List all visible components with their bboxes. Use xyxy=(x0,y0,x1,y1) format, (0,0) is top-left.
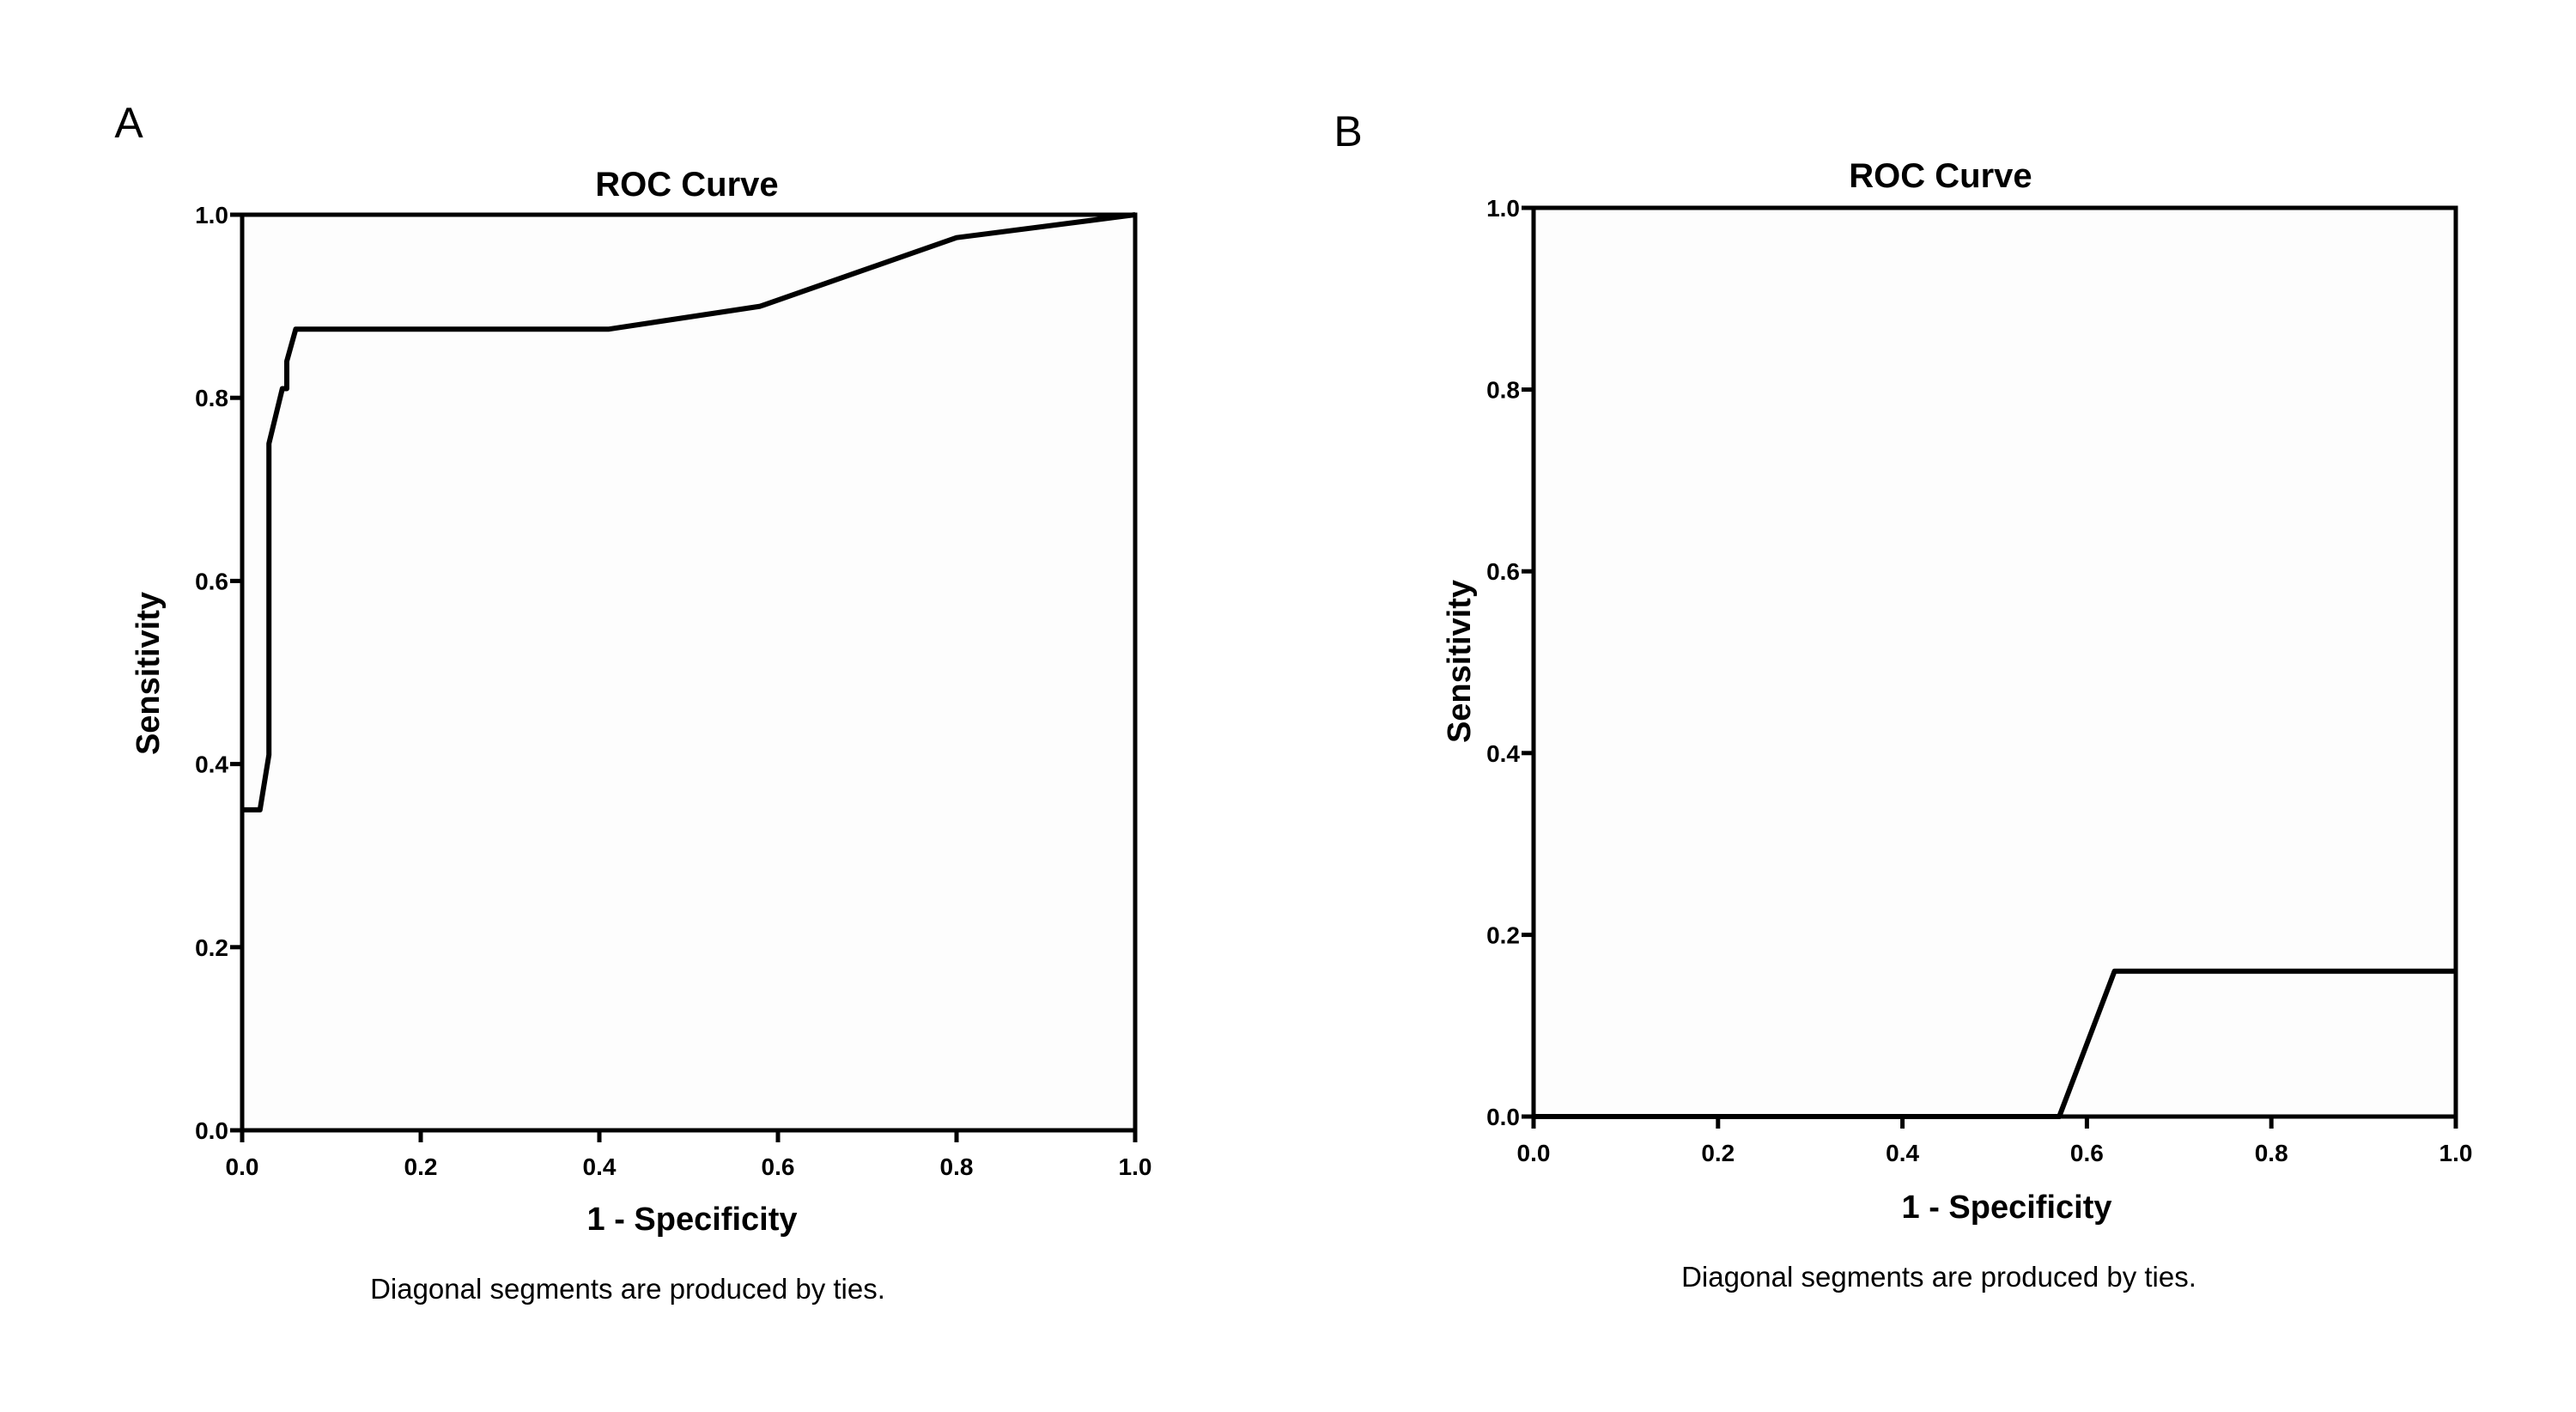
chart-panel-a: A ROC Curve 0.0 0.2 0.4 0.6 0.8 1.0 0.0 0.2 0.4 0.6… xyxy=(114,99,1151,1305)
y-tick-label: 0.2 xyxy=(1486,922,1520,948)
roc-point xyxy=(286,388,288,390)
roc-point xyxy=(1134,214,1136,216)
x-tick-label: 0.8 xyxy=(940,1153,974,1180)
x-tick-label: 0.2 xyxy=(1701,1140,1735,1166)
roc-point xyxy=(295,328,296,330)
x-tick-label: 1.0 xyxy=(2439,1140,2473,1166)
footnote: Diagonal segments are produced by ties. xyxy=(370,1273,885,1305)
plot-frame xyxy=(1531,205,2458,1119)
chart-title: ROC Curve xyxy=(1849,157,2032,195)
roc-point xyxy=(759,306,761,307)
roc-point xyxy=(259,809,261,811)
x-axis-label: 1 - Specificity xyxy=(587,1202,798,1238)
x-tick-label: 0.4 xyxy=(1886,1140,1919,1166)
y-tick-label: 0.4 xyxy=(1486,740,1520,767)
y-tick-label: 0.6 xyxy=(195,568,228,594)
y-tick-label: 0.2 xyxy=(195,934,228,961)
x-tick-label: 0.0 xyxy=(1517,1140,1551,1166)
y-tick-label: 0.8 xyxy=(1486,377,1520,404)
y-tick-label: 0.0 xyxy=(1486,1104,1520,1130)
roc-curve-line xyxy=(1534,968,2456,1119)
y-tick-label: 0.0 xyxy=(195,1117,228,1144)
roc-point xyxy=(282,388,283,390)
chart-title: ROC Curve xyxy=(595,166,778,204)
chart-panel-b: B ROC Curve 0.0 0.2 0.4 0.6 0.8 1.0 0.0 0.2 0.4 0.6… xyxy=(1334,107,2472,1293)
roc-curve-line xyxy=(242,212,1136,813)
x-tick-label: 0.0 xyxy=(226,1153,259,1180)
footnote: Diagonal segments are produced by ties. xyxy=(1681,1261,2196,1293)
roc-point xyxy=(241,809,243,811)
y-tick-label: 0.4 xyxy=(195,752,228,778)
y-axis-label: Sensitivity xyxy=(1442,580,1478,743)
roc-point xyxy=(286,361,288,362)
y-tick-label: 0.6 xyxy=(1486,558,1520,585)
y-tick-label: 1.0 xyxy=(1486,195,1520,222)
panel-label: B xyxy=(1334,107,1362,155)
x-axis-label: 1 - Specificity xyxy=(1902,1190,2112,1226)
x-tick-label: 0.8 xyxy=(2255,1140,2288,1166)
panel-label: A xyxy=(114,99,143,147)
x-tick-label: 0.6 xyxy=(2070,1140,2104,1166)
roc-point xyxy=(607,328,609,330)
x-tick-label: 0.6 xyxy=(762,1153,795,1180)
y-axis-label: Sensitivity xyxy=(131,592,167,755)
x-tick-label: 0.4 xyxy=(583,1153,617,1180)
plot-frame xyxy=(240,212,1138,1133)
roc-point xyxy=(268,443,270,444)
x-tick-label: 1.0 xyxy=(1119,1153,1152,1180)
x-tick-label: 0.2 xyxy=(404,1153,438,1180)
y-tick-label: 0.8 xyxy=(195,385,228,411)
y-tick-label: 1.0 xyxy=(195,202,228,228)
roc-point xyxy=(268,754,270,756)
